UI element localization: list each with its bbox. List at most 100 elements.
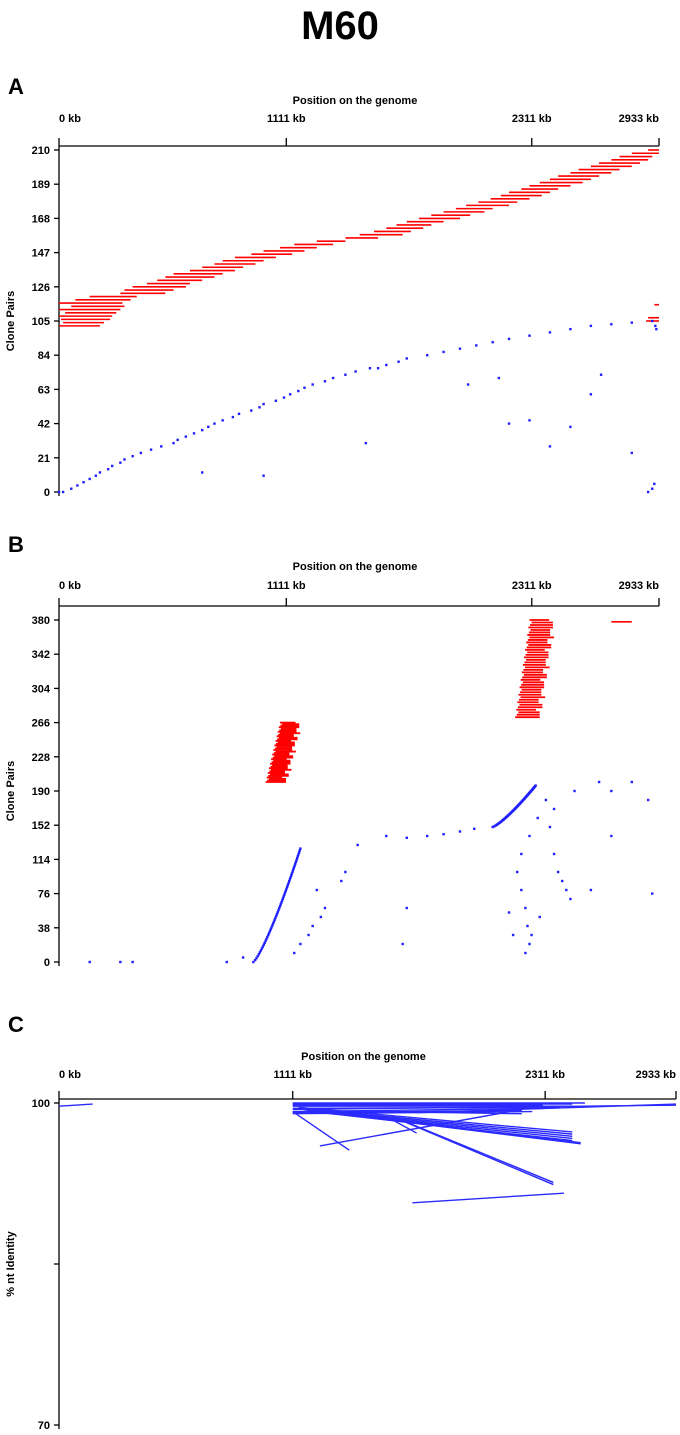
reverse-pair-b-chain1-13: [266, 935, 269, 939]
reverse-pair-b-chain1-21: [272, 920, 276, 923]
x-tick-label-a-1: 1111 kb: [267, 113, 306, 125]
reverse-pair-a-6: [94, 474, 98, 477]
reverse-pair-b-chain1-30: [279, 903, 282, 906]
y-tick-label-a-3: 63: [38, 384, 50, 396]
y-tick-label-b-9: 342: [32, 649, 50, 661]
reverse-pair-b-chain1-44: [289, 876, 292, 879]
reverse-pair-a-23: [221, 419, 224, 422]
y-tick-label-a-8: 168: [32, 213, 50, 225]
reverse-pair-b-chain1-1: [253, 958, 257, 962]
reverse-pair-b-chain1-17: [269, 928, 272, 931]
y-tick-label-b-4: 152: [32, 820, 50, 832]
reverse-pair-b-chain1-56: [297, 853, 300, 856]
reverse-pair-a-18: [184, 435, 188, 438]
reverse-pair-b-39: [597, 780, 601, 784]
reverse-pair-b-chain1-2: [255, 956, 258, 960]
reverse-pair-a-1: [61, 490, 65, 494]
reverse-pair-b-51: [507, 911, 511, 914]
y-tick-label-b-0: 0: [44, 957, 50, 969]
y-tick-label-a-0: 0: [44, 487, 50, 499]
reverse-pair-a-53: [589, 324, 593, 328]
y-tick-label-a-9: 189: [32, 179, 50, 191]
reverse-pair-a-7: [98, 471, 102, 474]
reverse-pair-b-chain1-51: [294, 862, 297, 866]
alignment-segment-c-19: [336, 1113, 581, 1145]
reverse-pair-a-12: [131, 454, 134, 458]
reverse-pair-a-8: [106, 468, 110, 471]
reverse-pair-b-chain1-47: [291, 870, 294, 873]
reverse-pair-b-chain1-23: [274, 916, 277, 919]
reverse-pair-b-chain1-50: [293, 864, 296, 868]
reverse-pair-b-chain1-45: [290, 874, 293, 877]
y-tick-label-b-6: 228: [32, 752, 50, 764]
reverse-pair-b-47: [401, 942, 404, 946]
reverse-pair-b-chain1-24: [275, 914, 278, 918]
reverse-pair-a-61: [528, 419, 531, 422]
reverse-pair-a-30: [282, 396, 286, 399]
reverse-pair-b-chain1-31: [280, 901, 283, 904]
reverse-pair-b-chain1-8: [261, 945, 265, 948]
x-tick-label-b-0: 0 kb: [59, 580, 81, 592]
reverse-pair-b-19: [473, 827, 476, 830]
reverse-pair-b-chain1-57: [297, 851, 301, 854]
x-tick-label-b-2: 2311 kb: [512, 580, 552, 592]
reverse-pair-b-chain1-43: [288, 878, 292, 881]
reverse-pair-b-18: [458, 830, 462, 833]
reverse-pair-b-chain1-34: [282, 895, 285, 898]
reverse-pair-b-48: [340, 879, 343, 883]
reverse-pair-b-6: [299, 942, 302, 946]
reverse-pair-b-chain1-14: [267, 933, 270, 937]
reverse-pair-b-23: [526, 924, 529, 928]
reverse-pair-a-21: [207, 425, 210, 429]
reverse-pair-b-41: [630, 780, 633, 784]
y-tick-label-b-5: 190: [32, 786, 50, 798]
reverse-pair-a-26: [250, 409, 253, 412]
alignment-segment-c-24: [416, 1103, 677, 1114]
reverse-pair-a-24: [231, 415, 235, 419]
reverse-pair-a-15: [160, 445, 163, 448]
reverse-pair-b-chain1-11: [264, 939, 267, 943]
reverse-pair-b-12: [344, 870, 347, 874]
reverse-pair-b-21: [528, 942, 531, 946]
reverse-pair-a-0: [57, 490, 61, 494]
reverse-pair-a-64: [599, 373, 603, 376]
reverse-pair-a-68: [262, 474, 265, 477]
reverse-pair-a-69: [200, 471, 204, 474]
reverse-pair-a-22: [213, 422, 216, 425]
reverse-pair-b-0: [88, 960, 91, 964]
x-tick-label-a-3: 2933 kb: [619, 113, 660, 125]
reverse-pair-a-43: [405, 357, 408, 360]
reverse-pair-b-11: [315, 888, 318, 892]
alignment-segment-c-13: [298, 1106, 573, 1133]
reverse-pair-b-28: [528, 834, 531, 838]
reverse-pair-b-26: [516, 870, 519, 874]
reverse-pair-b-chain1-15: [267, 931, 271, 935]
reverse-pair-b-chain1-49: [292, 866, 296, 870]
reverse-pair-a-32: [297, 389, 300, 393]
reverse-pair-a-55: [630, 321, 633, 324]
reverse-pair-b-chain1-42: [287, 880, 291, 883]
reverse-pair-b-50: [511, 933, 515, 937]
reverse-pair-b-chain1-37: [284, 889, 287, 893]
reverse-pair-b-chain1-54: [295, 857, 299, 860]
reverse-pair-b-17: [442, 833, 445, 836]
reverse-pair-a-11: [123, 458, 126, 461]
reverse-pair-a-13: [139, 451, 143, 455]
reverse-pair-b-44: [589, 888, 593, 892]
y-tick-label-c-2: 70: [38, 1420, 50, 1432]
x-tick-label-a-2: 2311 kb: [512, 113, 552, 125]
alignment-segment-c-14: [298, 1107, 573, 1135]
reverse-pair-b-chain1-0: [252, 960, 255, 964]
reverse-pair-b-25: [520, 888, 523, 892]
reverse-pair-b-chain1-5: [258, 951, 262, 954]
reverse-pair-a-34: [311, 383, 314, 386]
alignment-segment-c-21: [395, 1117, 554, 1186]
reverse-pair-a-63: [589, 393, 593, 396]
y-tick-label-b-2: 76: [38, 889, 50, 901]
reverse-pair-a-65: [497, 376, 501, 380]
reverse-pair-a-58: [655, 327, 658, 331]
reverse-pair-b-4: [241, 956, 245, 959]
y-axis-title-c: % nt Identity: [5, 1230, 17, 1296]
alignment-segment-c-23: [412, 1192, 564, 1204]
x-tick-label-c-0: 0 kb: [59, 1069, 81, 1081]
